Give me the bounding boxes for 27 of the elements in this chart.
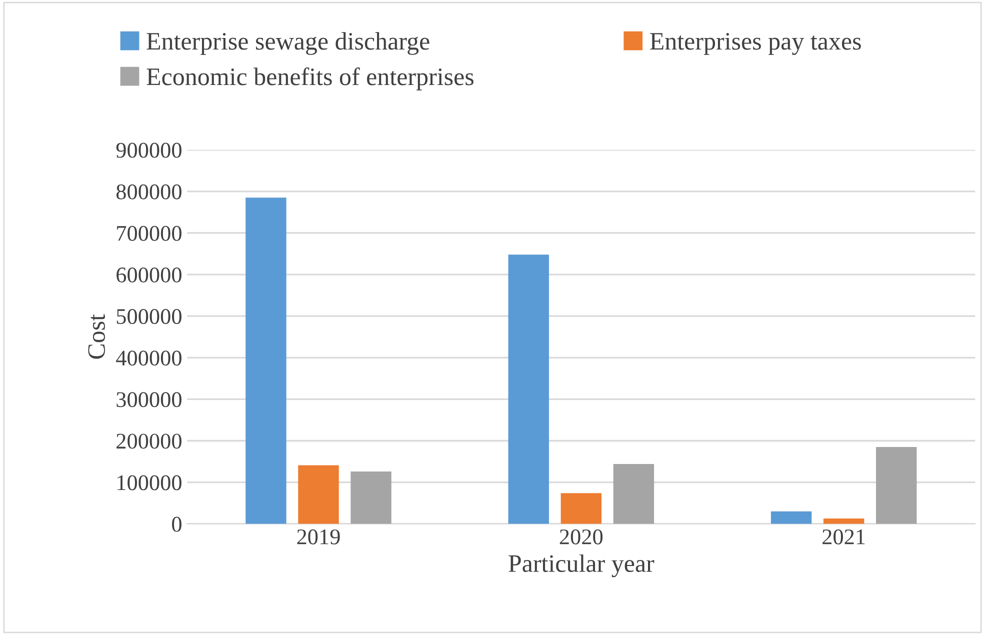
legend-label: Enterprise sewage discharge <box>146 32 430 55</box>
y-tick-label: 600000 <box>116 267 182 282</box>
bar <box>298 465 339 524</box>
y-axis-title: Cost <box>88 314 105 359</box>
y-tick-label: 0 <box>172 516 182 532</box>
y-tick-label: 300000 <box>116 392 182 408</box>
legend-label: Economic benefits of enterprises <box>146 67 474 90</box>
x-tick-label: 2019 <box>297 529 340 544</box>
legend-label: Enterprises pay taxes <box>650 32 861 55</box>
y-tick-label: 500000 <box>116 309 182 324</box>
bar <box>560 493 602 524</box>
bar <box>770 511 812 524</box>
bar <box>508 254 549 524</box>
y-tick-label: 900000 <box>116 142 182 158</box>
bar <box>823 518 864 524</box>
bar <box>350 472 392 524</box>
y-tick-label: 800000 <box>116 184 182 200</box>
bar <box>613 464 654 524</box>
y-tick-label: 700000 <box>117 226 182 241</box>
bar <box>246 198 286 524</box>
bar <box>876 446 917 524</box>
y-tick-label: 200000 <box>116 434 182 449</box>
x-tick-label: 2020 <box>560 529 603 544</box>
x-axis-title: Particular year <box>508 554 654 578</box>
y-tick-label: 100000 <box>118 475 182 490</box>
y-tick-label: 400000 <box>116 350 182 366</box>
x-tick-label: 2021 <box>822 529 865 544</box>
